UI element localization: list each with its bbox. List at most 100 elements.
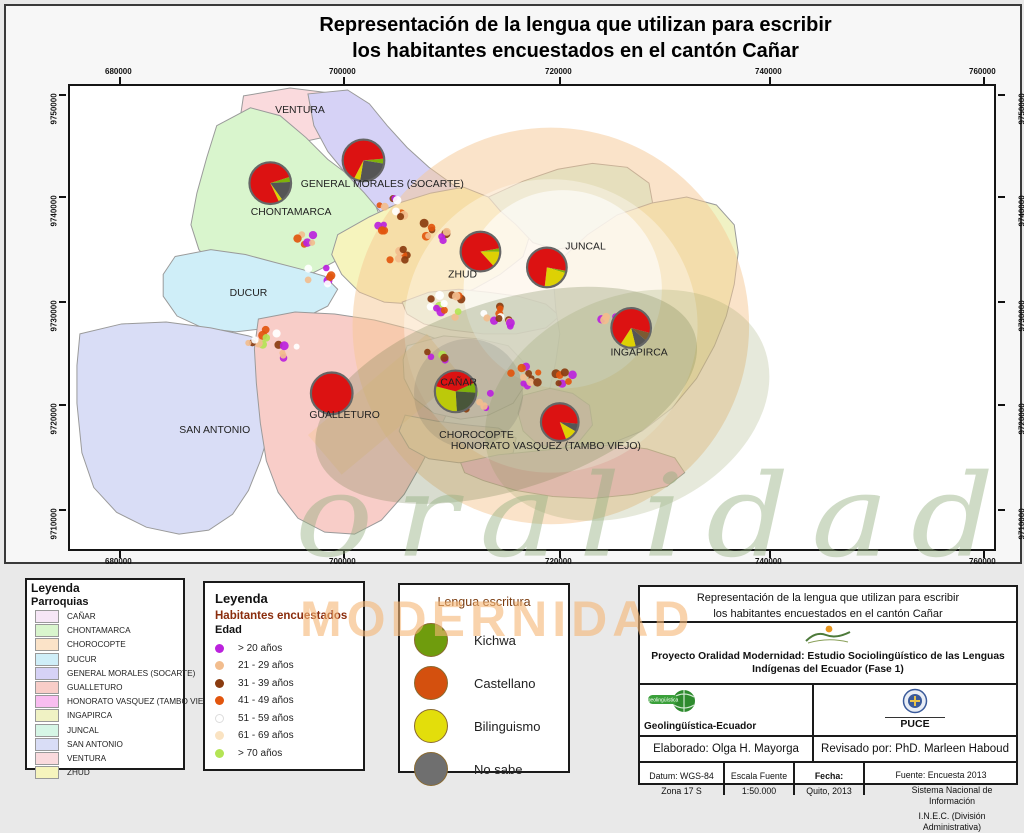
survey-dot bbox=[420, 219, 429, 228]
legend-parroquia-item: GUALLETURO bbox=[31, 681, 179, 694]
legend-lengua-item: Bilinguismo bbox=[414, 709, 554, 743]
survey-dot bbox=[443, 228, 451, 236]
survey-dot bbox=[568, 371, 577, 380]
elaborado-cell: Elaborado: Olga H. Mayorga bbox=[640, 737, 814, 761]
pie-gualleturo bbox=[311, 373, 353, 415]
svg-text:geolingüística: geolingüística bbox=[648, 698, 679, 704]
pie-chontamarca bbox=[249, 162, 291, 204]
tick-label: 720000 bbox=[545, 557, 572, 566]
datum-cell: Datum: WGS-84 Zona 17 S bbox=[640, 763, 725, 795]
lengua-label: No sabe bbox=[474, 762, 522, 777]
tick-mark bbox=[998, 94, 1005, 96]
parish-label: GENERAL MORALES (SOCARTE) bbox=[301, 179, 464, 190]
age-label: > 20 años bbox=[238, 643, 282, 654]
legend-edad-item: 61 - 69 años bbox=[215, 730, 353, 741]
age-dot bbox=[215, 661, 224, 670]
fuente-cell: Fuente: Encuesta 2013 Sistema Nacional d… bbox=[865, 763, 1016, 795]
legend-edad-title: Leyenda bbox=[215, 591, 353, 606]
parroquia-name: SAN ANTONIO bbox=[67, 740, 123, 749]
escala-line2: 1:50.000 bbox=[725, 782, 793, 797]
geolinguistica-label: Geolingüística-Ecuador bbox=[644, 721, 808, 732]
parroquia-name: CHONTAMARCA bbox=[67, 626, 131, 635]
info-project: Proyecto Oralidad Modernidad: Estudio So… bbox=[640, 623, 1016, 685]
tick-label: 740000 bbox=[755, 557, 782, 566]
legend-parroquia-item: HONORATO VASQUEZ (TAMBO VIEJO) bbox=[31, 695, 179, 708]
parish-label: CAÑAR bbox=[440, 375, 477, 388]
parroquia-swatch bbox=[35, 709, 59, 722]
survey-dot bbox=[280, 352, 287, 359]
legend-edad-item: 31 - 39 años bbox=[215, 678, 353, 689]
info-meta: Datum: WGS-84 Zona 17 S Escala Fuente 1:… bbox=[640, 763, 1016, 795]
fuente-line2: Sistema Nacional de Información bbox=[868, 781, 1014, 807]
survey-dot bbox=[506, 318, 515, 327]
survey-dot bbox=[393, 196, 402, 205]
survey-dot bbox=[520, 380, 526, 386]
tick-label: 9710000 bbox=[1018, 504, 1024, 540]
parish-label: VENTURA bbox=[275, 105, 325, 116]
legend-parroquias-title: Leyenda bbox=[31, 581, 179, 595]
survey-dot bbox=[263, 334, 271, 342]
tick-label: 700000 bbox=[329, 557, 356, 566]
lengua-label: Castellano bbox=[474, 676, 535, 691]
info-project-text: Proyecto Oralidad Modernidad: Estudio So… bbox=[640, 650, 1016, 676]
pie-juncal bbox=[527, 248, 567, 288]
tick-mark bbox=[998, 196, 1005, 198]
survey-dot bbox=[424, 349, 431, 356]
page-title-line1: Representación de la lengua que utilizan… bbox=[156, 12, 995, 38]
legend-edad-item: > 20 años bbox=[215, 643, 353, 654]
tick-mark bbox=[59, 196, 66, 198]
legend-edad-subtitle: Habitantes encuestados bbox=[215, 610, 353, 622]
survey-dot bbox=[497, 305, 504, 312]
survey-dot bbox=[483, 314, 490, 321]
survey-dot bbox=[245, 340, 251, 346]
survey-dot bbox=[305, 276, 312, 283]
tick-label: 9710000 bbox=[50, 504, 59, 540]
age-dot bbox=[215, 679, 224, 688]
legend-edad: Leyenda Habitantes encuestados Edad > 20… bbox=[203, 581, 365, 771]
parroquia-name: GUALLETURO bbox=[67, 683, 123, 692]
fuente-line1: Fuente: Encuesta 2013 bbox=[868, 766, 1014, 781]
legend-edad-item: > 70 años bbox=[215, 748, 353, 759]
survey-dot bbox=[400, 246, 407, 253]
lengua-circle bbox=[414, 666, 448, 700]
parroquia-swatch bbox=[35, 638, 59, 651]
legend-lengua-item: Castellano bbox=[414, 666, 554, 700]
puce-cell: PUCE bbox=[812, 685, 1016, 735]
fecha-line1: Fecha: bbox=[795, 767, 863, 782]
tick-label: 9750000 bbox=[1018, 89, 1024, 125]
tick-label: 9750000 bbox=[50, 89, 59, 125]
survey-dot bbox=[533, 378, 542, 387]
parroquia-swatch bbox=[35, 738, 59, 751]
legend-parroquia-item: JUNCAL bbox=[31, 724, 179, 737]
age-label: > 70 años bbox=[238, 748, 282, 759]
tick-mark bbox=[59, 301, 66, 303]
lengua-label: Bilinguismo bbox=[474, 719, 540, 734]
fecha-line2: Quito, 2013 bbox=[795, 782, 863, 797]
parroquia-swatch bbox=[35, 752, 59, 765]
survey-dot bbox=[401, 256, 409, 264]
survey-dot bbox=[561, 368, 569, 376]
age-dot bbox=[215, 644, 224, 653]
tick-label: 740000 bbox=[755, 67, 782, 76]
legend-edad-item: 41 - 49 años bbox=[215, 695, 353, 706]
tick-mark bbox=[119, 77, 121, 84]
survey-dot bbox=[326, 273, 334, 281]
survey-dot bbox=[386, 256, 393, 263]
info-title: Representación de la lengua que utilizan… bbox=[640, 587, 1016, 623]
legend-parroquia-item: CHOROCOPTE bbox=[31, 638, 179, 651]
legend-parroquia-item: CAÑAR bbox=[31, 610, 179, 623]
survey-dot bbox=[262, 326, 270, 334]
page-title: Representación de la lengua que utilizan… bbox=[156, 12, 995, 64]
survey-dot bbox=[507, 369, 515, 377]
survey-dot bbox=[555, 380, 561, 386]
tick-label: 9740000 bbox=[50, 191, 59, 227]
parroquia-swatch bbox=[35, 766, 59, 779]
survey-dot bbox=[439, 237, 446, 244]
pie-general-morales-socarte- bbox=[343, 140, 385, 182]
tick-mark bbox=[559, 77, 561, 84]
survey-dot bbox=[323, 265, 330, 272]
parish-label: CHOROCOPTE bbox=[439, 430, 514, 441]
